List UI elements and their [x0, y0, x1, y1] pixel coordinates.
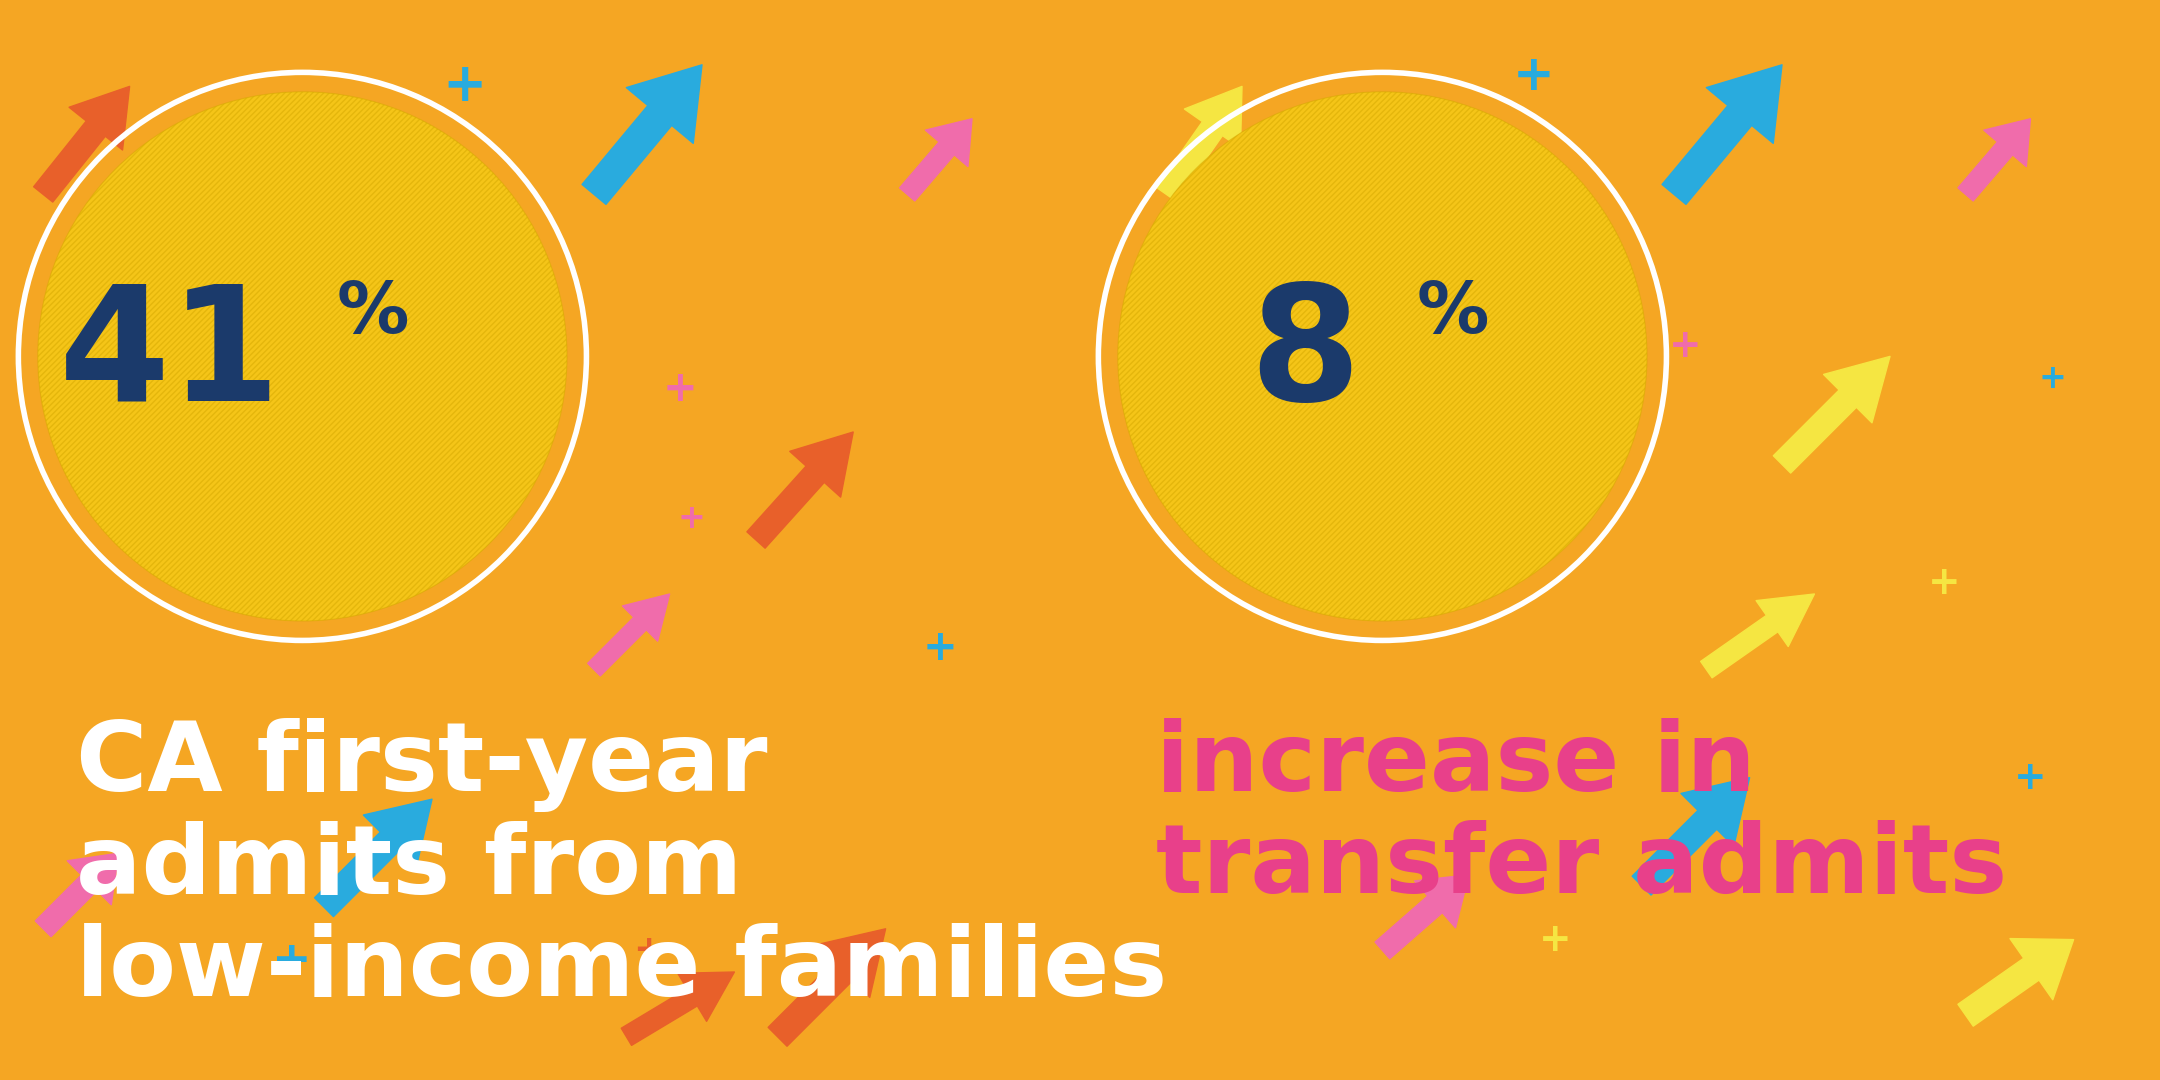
Text: +: +	[678, 502, 704, 535]
Text: +: +	[1512, 52, 1555, 99]
Text: %: %	[1417, 279, 1488, 348]
Text: CA first-year
admits from
low-income families: CA first-year admits from low-income fam…	[76, 718, 1166, 1015]
Text: +: +	[110, 496, 149, 541]
Text: +: +	[1668, 326, 1702, 365]
Text: +: +	[922, 627, 957, 669]
Text: increase in
transfer admits: increase in transfer admits	[1156, 718, 2007, 913]
Text: +: +	[633, 933, 663, 968]
Circle shape	[1119, 92, 1648, 621]
Text: +: +	[1171, 444, 1205, 485]
Text: +: +	[1538, 920, 1572, 959]
Text: +: +	[2013, 758, 2048, 797]
Text: %: %	[337, 279, 408, 348]
Text: +: +	[663, 368, 698, 409]
Text: +: +	[1927, 564, 1961, 603]
Text: +: +	[2039, 362, 2065, 394]
Text: +: +	[443, 60, 486, 112]
Text: 41: 41	[58, 279, 281, 434]
Circle shape	[39, 92, 566, 621]
Text: +: +	[272, 939, 311, 984]
Text: 8: 8	[1251, 279, 1361, 434]
